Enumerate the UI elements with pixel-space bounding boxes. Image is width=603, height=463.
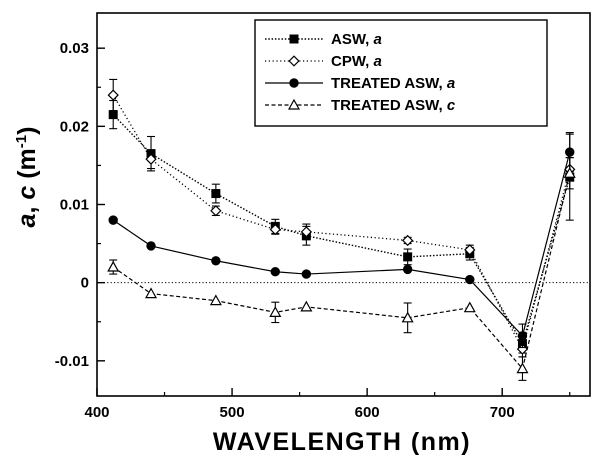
legend-marker — [288, 55, 300, 67]
x-tick-label: 400 — [84, 404, 109, 421]
data-point — [211, 256, 221, 266]
y-tick-label: -0.01 — [55, 353, 89, 370]
legend-marker — [289, 34, 299, 44]
legend-label-text: ASW, — [331, 31, 374, 48]
x-tick-label: 600 — [355, 404, 380, 421]
y-tick-label: 0.01 — [60, 197, 89, 214]
data-point — [108, 215, 118, 225]
y-tick-label: 0 — [81, 275, 89, 292]
data-point — [517, 331, 528, 341]
data-point — [108, 110, 118, 120]
series-line — [112, 173, 571, 370]
y-axis-title-sep: , — [13, 200, 41, 214]
data-point — [563, 166, 576, 178]
data-point — [211, 189, 221, 199]
legend-label-italic: a — [447, 75, 455, 92]
y-axis-title-exp: -1 — [13, 135, 30, 148]
data-point — [269, 306, 282, 317]
data-point — [269, 223, 281, 236]
legend-entry: TREATED ASW, a — [265, 75, 455, 92]
data-point — [465, 274, 475, 285]
data-point — [270, 267, 280, 277]
x-tick-label: 700 — [490, 404, 515, 421]
legend-entry: TREATED ASW, c — [265, 97, 456, 114]
data-point — [301, 269, 312, 279]
series-line — [112, 114, 571, 346]
legend-box — [254, 19, 548, 127]
y-axis-title-close: ) — [13, 127, 41, 135]
data-point — [463, 301, 476, 313]
legend-label-italic: a — [374, 53, 382, 70]
y-axis-title-c: c — [13, 186, 41, 200]
legend-marker — [289, 78, 299, 88]
data-point — [401, 311, 414, 323]
data-point — [209, 294, 222, 306]
data-point — [402, 264, 413, 275]
y-tick-label: 0.03 — [60, 40, 89, 57]
legend-label: CPW, a — [331, 53, 382, 70]
legend-label-text: TREATED ASW, — [331, 75, 447, 92]
data-point — [403, 252, 413, 262]
data-point — [107, 260, 120, 272]
legend-label: TREATED ASW, a — [331, 75, 455, 92]
legend-entry: ASW, a — [265, 31, 382, 48]
y-tick-label: 0.02 — [60, 118, 89, 135]
series-0 — [108, 99, 575, 354]
y-axis-title-unit: (m — [13, 148, 41, 186]
data-point — [565, 147, 575, 157]
data-point — [300, 300, 313, 312]
legend-entry: CPW, a — [265, 53, 382, 70]
legend-label: TREATED ASW, c — [331, 97, 456, 114]
data-point — [145, 153, 157, 165]
data-point — [145, 287, 158, 299]
series-line — [112, 94, 571, 351]
data-point — [402, 234, 414, 247]
data-point — [464, 244, 476, 256]
data-point — [107, 89, 119, 101]
legend-label-italic: c — [447, 97, 456, 114]
x-tick-label: 500 — [220, 404, 245, 421]
data-point — [146, 241, 156, 251]
y-axis-title: a, c (m-1) — [13, 127, 41, 228]
series-2 — [108, 132, 575, 349]
legend-label: ASW, a — [331, 31, 382, 48]
legend-marker — [287, 98, 301, 110]
y-axis-title-a: a — [13, 213, 41, 227]
x-axis-title: WAVELENGTH (nm) — [213, 428, 471, 456]
legend-label-text: TREATED ASW, — [331, 97, 447, 114]
data-point — [300, 226, 313, 238]
data-point — [516, 362, 529, 374]
plot-area: 400 500 600 700 -0.01 0 0.01 0.02 0.03 — [55, 12, 591, 421]
data-point — [210, 205, 222, 217]
legend-label-text: CPW, — [331, 53, 374, 70]
series-3 — [107, 157, 576, 381]
legend-label-italic: a — [374, 31, 382, 48]
